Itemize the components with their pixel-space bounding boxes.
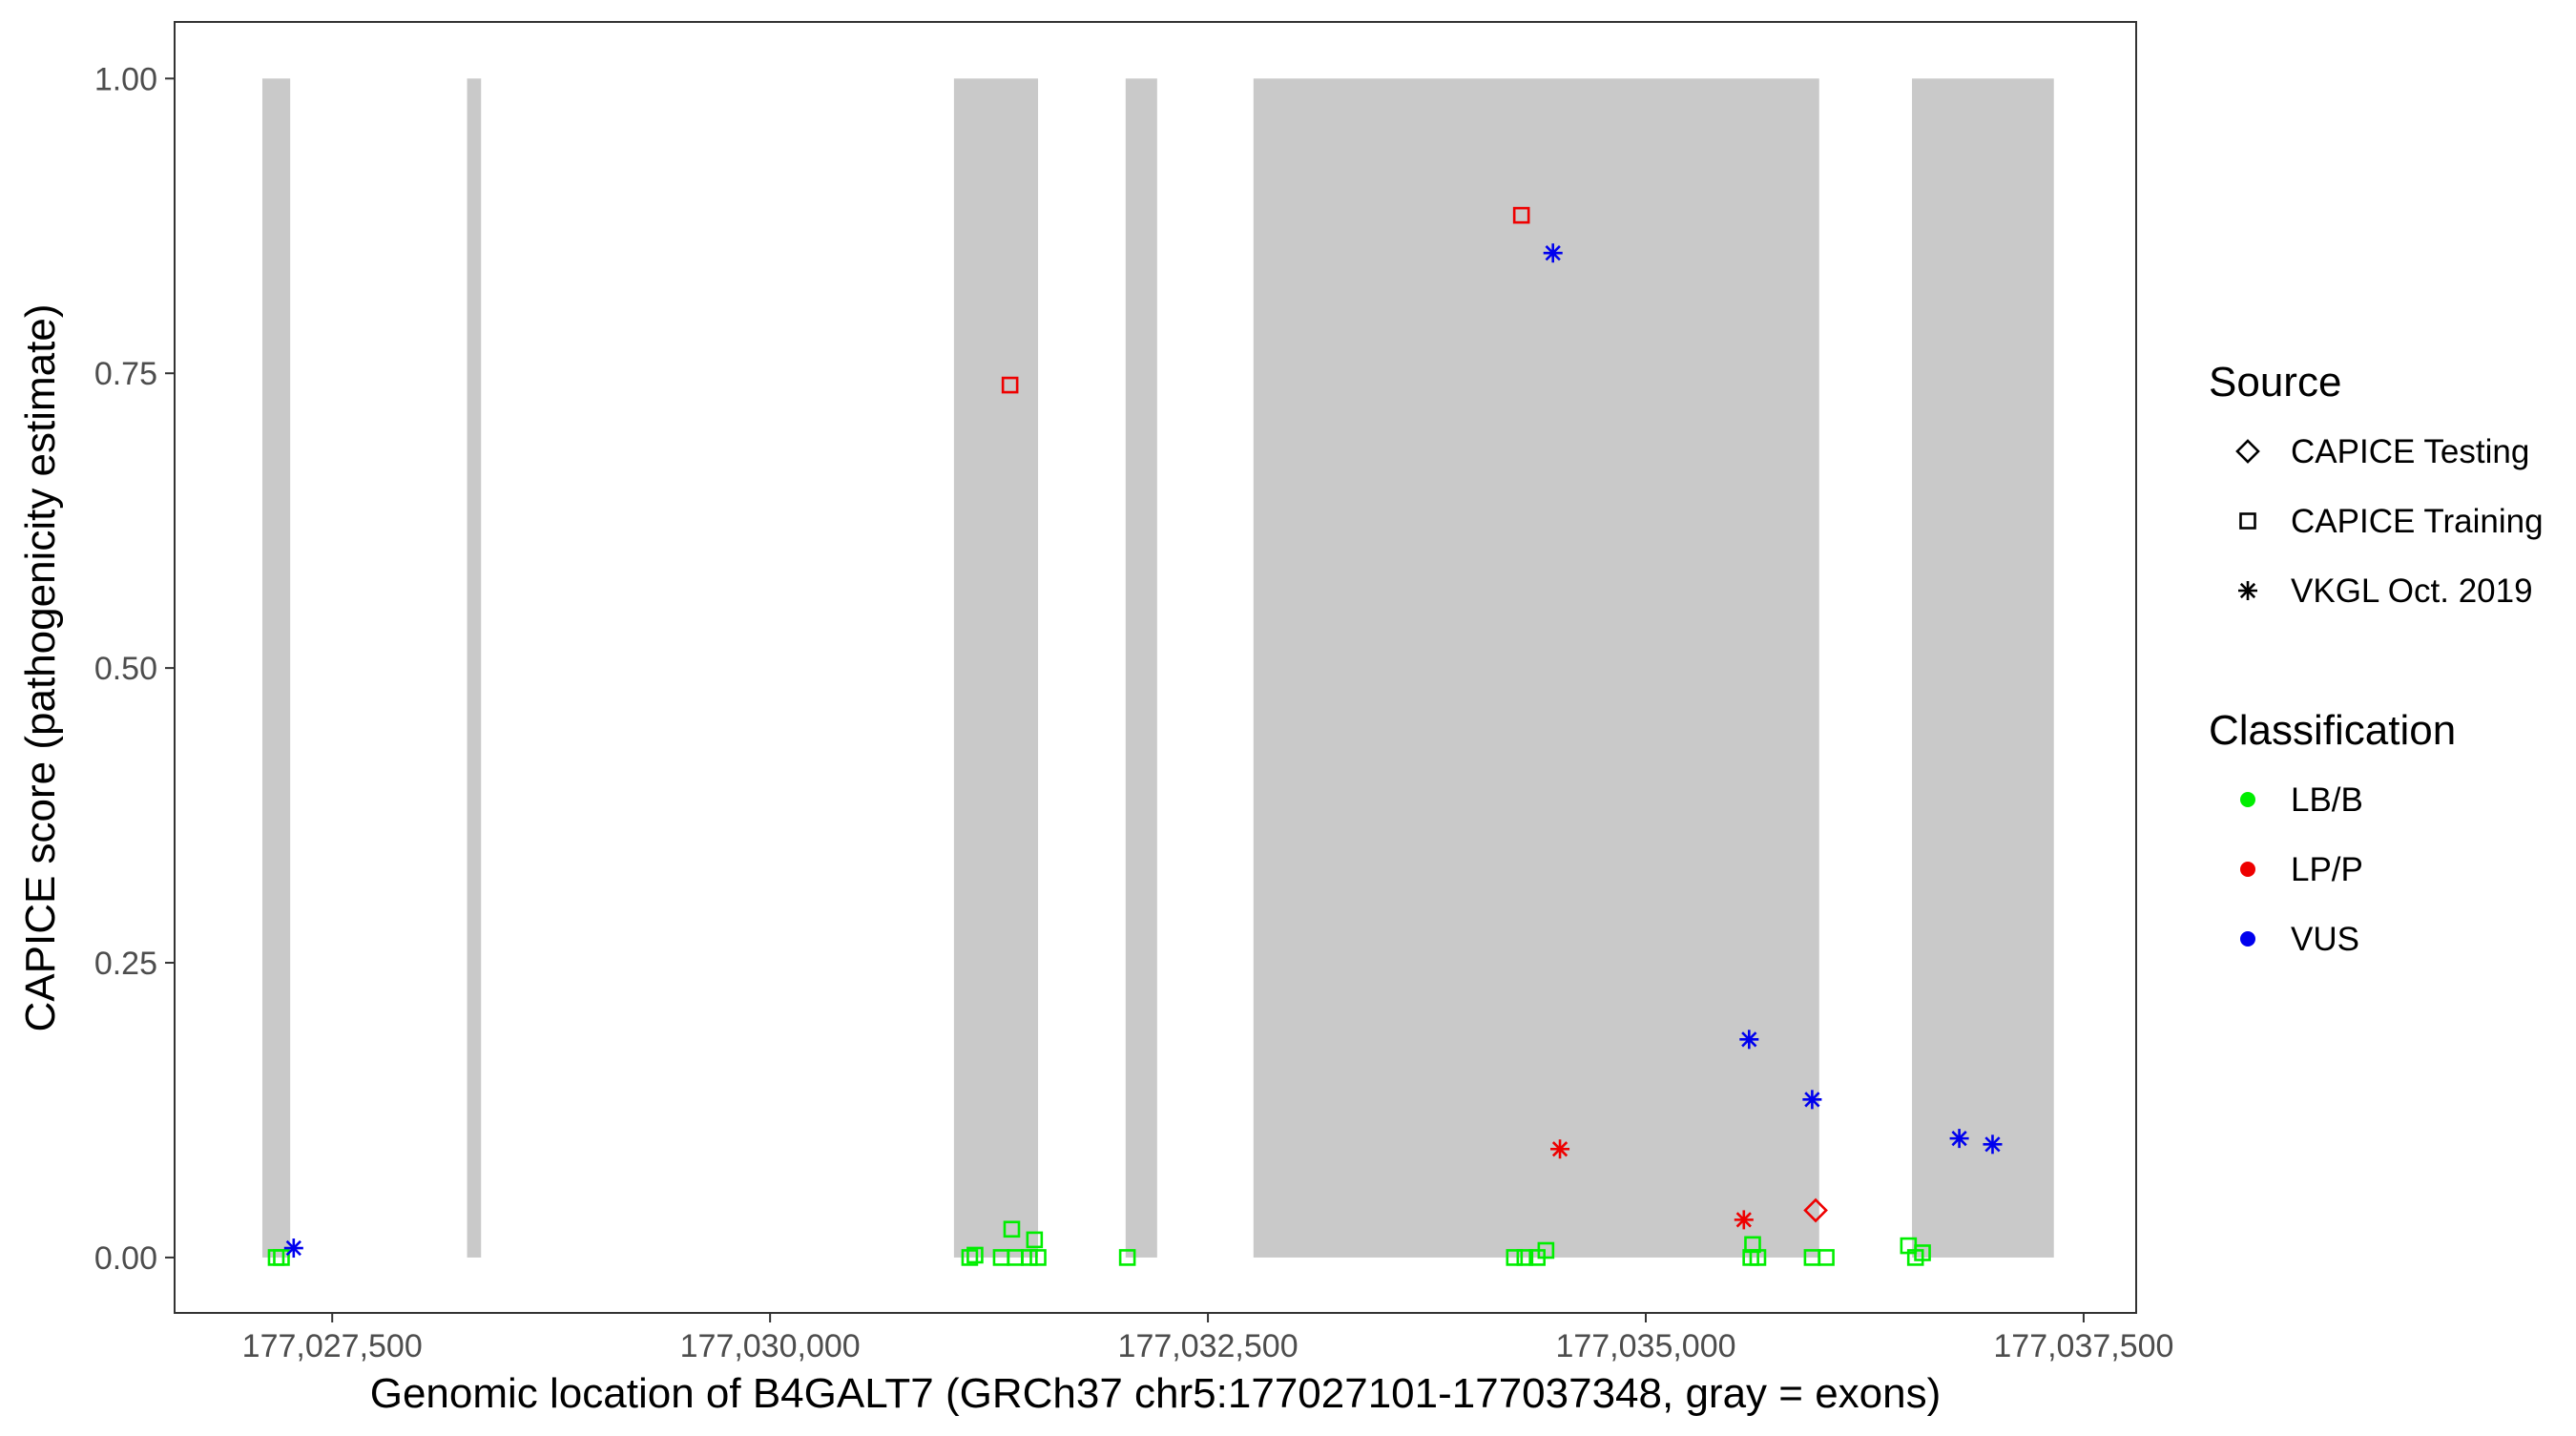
y-axis-label: CAPICE score (pathogenicity estimate): [17, 304, 64, 1032]
y-tick-label: 0.00: [94, 1240, 157, 1277]
data-point-10: [1026, 1231, 1044, 1249]
exon-band-4: [1125, 78, 1157, 1258]
data-point-2: [273, 1249, 290, 1266]
x-tick-label: 177,037,500: [1993, 1328, 2173, 1364]
legend-source-title: Source: [2209, 359, 2341, 406]
exon-bands: [261, 78, 2054, 1258]
x-axis-label: Genomic location of B4GALT7 (GRCh37 chr5…: [370, 1370, 1942, 1417]
legend-source-label: CAPICE Training: [2291, 503, 2544, 540]
legend: Source CAPICE Testing CAPICE Training VKGL…: [2209, 359, 2544, 958]
data-point-20: [1550, 1139, 1570, 1159]
legend-key-diamond: [2235, 439, 2260, 464]
data-point-32: [1914, 1244, 1931, 1261]
data-point-14: [1506, 1249, 1524, 1266]
data-point-18: [1512, 206, 1530, 224]
legend-key-dot: [2240, 931, 2255, 947]
data-point-21: [1739, 1030, 1759, 1050]
y-tick-label: 1.00: [94, 61, 157, 97]
x-tick-label: 177,032,500: [1118, 1328, 1298, 1364]
y-tick-label: 0.50: [94, 651, 157, 687]
exon-band-3: [953, 78, 1039, 1258]
data-point-29: [1818, 1249, 1835, 1266]
data-point-13: [1118, 1249, 1136, 1266]
y-tick-label: 0.75: [94, 356, 157, 392]
exon-band-2: [467, 78, 482, 1258]
data-point-3: [283, 1238, 303, 1259]
data-point-17: [1537, 1241, 1555, 1259]
data-point-9: [1021, 1249, 1038, 1266]
data-points: [267, 206, 2003, 1266]
y-axis: 0.00 0.25 0.50 0.75 1.00: [94, 61, 175, 1277]
legend-classification-items: LB/B LP/P VUS: [2240, 781, 2363, 958]
legend-classification-title: Classification: [2209, 707, 2456, 754]
data-point-7: [1003, 1220, 1021, 1238]
legend-source-label: VKGL Oct. 2019: [2291, 572, 2533, 610]
legend-classification-label: VUS: [2291, 921, 2359, 958]
data-point-22: [1734, 1210, 1754, 1230]
data-point-26: [1802, 1090, 1822, 1110]
legend-source-items: CAPICE Testing CAPICE Training VKGL Oct. 2…: [2235, 433, 2544, 610]
data-point-4: [961, 1249, 979, 1266]
x-tick-label: 177,030,000: [680, 1328, 861, 1364]
data-point-34: [1983, 1134, 2003, 1155]
x-tick-label: 177,027,500: [242, 1328, 423, 1364]
data-point-12: [1001, 376, 1019, 394]
data-point-24: [1744, 1236, 1761, 1254]
data-point-27: [1803, 1197, 1828, 1223]
legend-classification-label: LP/P: [2291, 851, 2363, 888]
legend-key-dot: [2240, 792, 2255, 807]
legend-key-asterisk: [2238, 581, 2257, 600]
exon-band-1: [261, 78, 291, 1258]
legend-classification-label: LB/B: [2291, 781, 2363, 819]
x-axis: 177,027,500 177,030,000 177,032,500 177,035…: [242, 1313, 2173, 1364]
legend-source-label: CAPICE Testing: [2291, 433, 2529, 470]
y-tick-label: 0.25: [94, 946, 157, 982]
data-point-19: [1543, 243, 1563, 263]
data-point-5: [966, 1246, 984, 1264]
exon-band-6: [1912, 78, 2054, 1258]
legend-key-square: [2239, 512, 2256, 530]
data-point-33: [1949, 1129, 1969, 1149]
data-point-15: [1516, 1249, 1534, 1266]
legend-key-dot: [2240, 862, 2255, 877]
data-point-11: [1029, 1249, 1047, 1266]
data-point-25: [1749, 1249, 1767, 1266]
exon-band-5: [1253, 78, 1819, 1258]
x-tick-label: 177,035,000: [1555, 1328, 1735, 1364]
